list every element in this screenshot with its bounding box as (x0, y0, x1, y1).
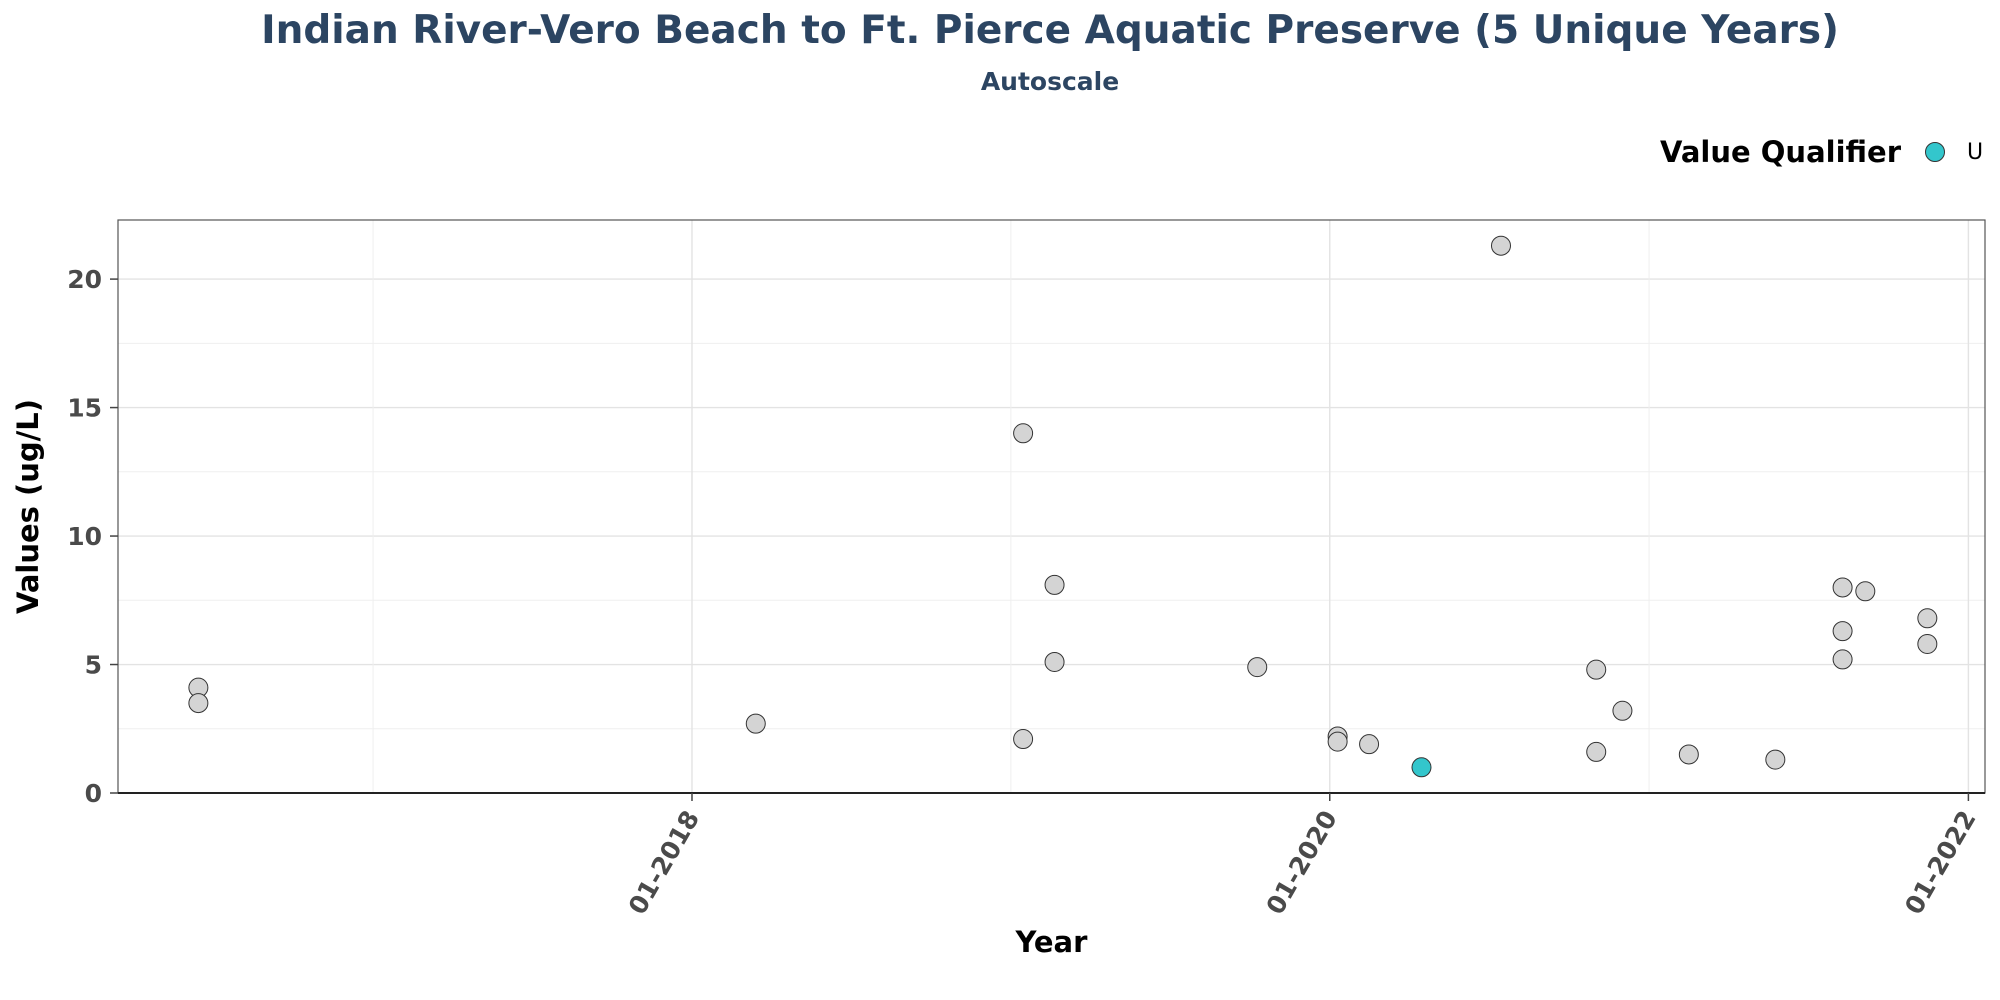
data-point (1832, 621, 1853, 642)
y-tick-label: 5 (85, 651, 102, 680)
data-point (1490, 235, 1511, 256)
data-point (1917, 608, 1938, 629)
data-point (1832, 649, 1853, 670)
x-axis: 01-2018 01-2020 01-2022 (118, 792, 1985, 920)
legend-title: Value Qualifier (1660, 135, 1901, 169)
data-point (1765, 749, 1786, 770)
plot-panel-border (117, 219, 1986, 794)
data-point (1678, 744, 1699, 765)
y-tick-label: 10 (67, 522, 102, 551)
data-point (1612, 700, 1633, 721)
legend: Value Qualifier U (1660, 132, 1983, 172)
chart-title: Indian River-Vero Beach to Ft. Pierce Aq… (261, 8, 1839, 53)
grid (118, 220, 1985, 794)
y-tick-label: 0 (85, 779, 102, 808)
data-point (1044, 574, 1065, 595)
x-tick-label: 01-2020 (1260, 806, 1342, 920)
data-point (1586, 741, 1607, 762)
y-tick-label: 15 (67, 394, 102, 423)
data-point (188, 693, 209, 714)
data-point (1013, 423, 1034, 444)
data-point (1327, 731, 1348, 752)
data-point-qualified-u (1411, 757, 1432, 778)
data-point (1832, 577, 1853, 598)
data-point (1359, 734, 1380, 755)
legend-label-u: U (1967, 139, 1984, 165)
y-axis-title: Values (ug/L) (11, 399, 45, 614)
data-point (1013, 729, 1034, 750)
x-tick-label: 01-2022 (1899, 806, 1981, 920)
y-axis: 0 5 10 15 20 (67, 265, 118, 808)
chart-subtitle: Autoscale (980, 67, 1120, 96)
data-points (188, 235, 1938, 778)
data-point (1917, 633, 1938, 654)
data-point (1247, 657, 1268, 678)
y-tick-label: 20 (67, 265, 102, 294)
legend-swatch-u (1925, 142, 1945, 162)
data-point (1044, 651, 1065, 672)
data-point (1855, 581, 1876, 602)
x-axis-title: Year (1015, 925, 1089, 959)
x-tick-label: 01-2018 (623, 806, 705, 920)
data-point (1586, 659, 1607, 680)
data-point (745, 713, 766, 734)
